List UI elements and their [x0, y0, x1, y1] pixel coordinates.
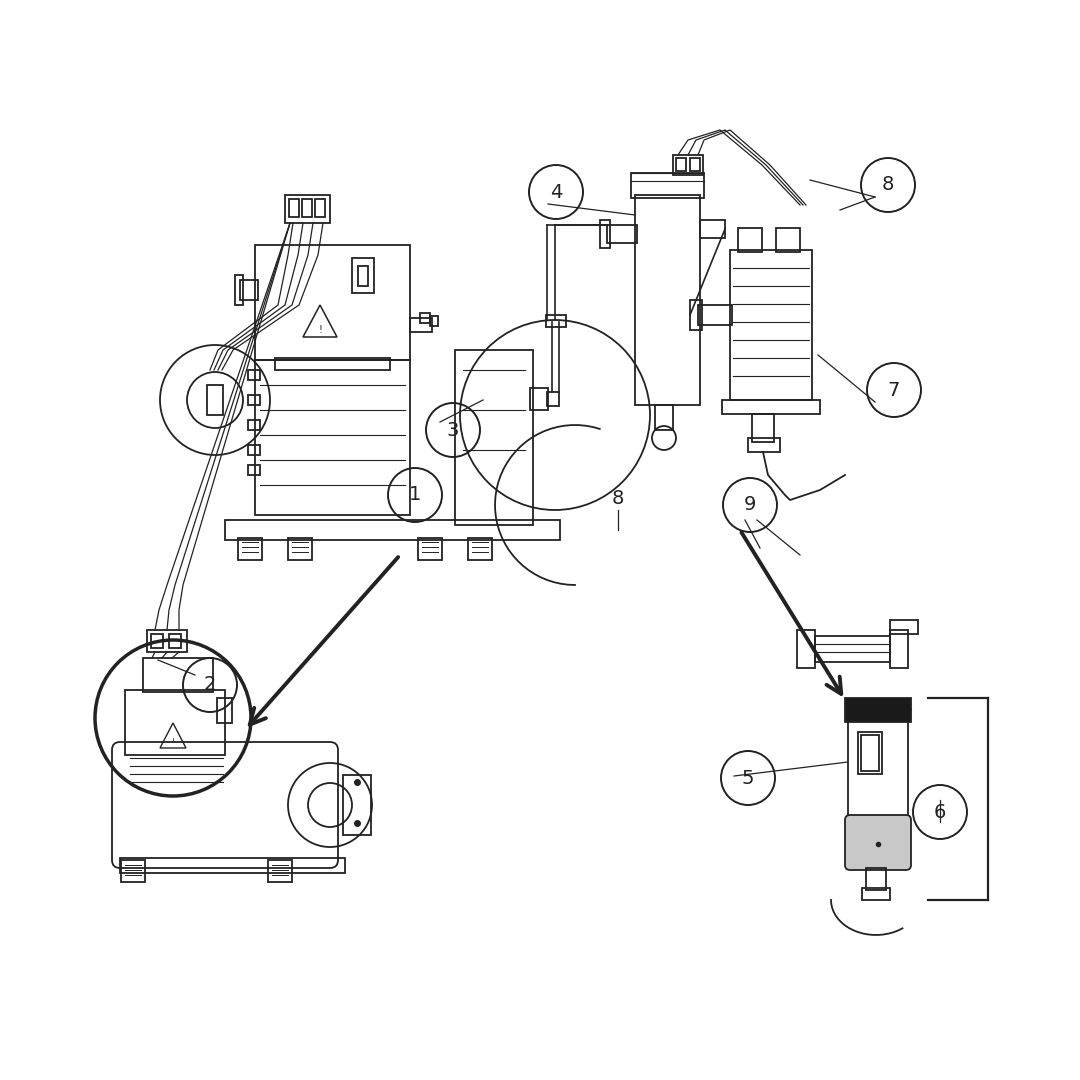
Bar — [120, 858, 345, 873]
Bar — [676, 158, 686, 171]
Bar — [690, 158, 700, 171]
Bar — [357, 266, 368, 286]
Bar — [235, 275, 243, 305]
Bar — [530, 388, 548, 410]
Bar — [654, 405, 673, 430]
Text: 7: 7 — [888, 380, 901, 400]
Bar — [546, 315, 566, 327]
Bar — [862, 888, 890, 900]
Bar — [546, 392, 559, 406]
Bar — [248, 420, 260, 430]
Bar — [752, 414, 774, 442]
Bar — [207, 384, 222, 415]
Bar — [248, 465, 260, 475]
Bar — [225, 519, 561, 540]
Bar — [275, 357, 390, 370]
Text: !: ! — [319, 325, 322, 335]
Text: 3: 3 — [447, 420, 459, 440]
FancyBboxPatch shape — [845, 815, 912, 870]
Bar — [168, 634, 181, 648]
Bar — [455, 350, 534, 525]
Bar — [238, 538, 262, 561]
Text: 6: 6 — [934, 802, 946, 822]
Bar — [777, 228, 800, 252]
Bar — [151, 634, 163, 648]
Text: 2: 2 — [204, 675, 216, 694]
Bar — [430, 316, 438, 326]
Bar — [315, 199, 325, 217]
Bar — [848, 720, 908, 820]
Bar — [738, 228, 762, 252]
Bar — [815, 636, 890, 662]
Bar — [352, 258, 374, 293]
Bar — [302, 199, 312, 217]
Bar — [285, 195, 330, 222]
Bar — [288, 538, 312, 561]
Bar — [700, 220, 725, 238]
Bar — [248, 445, 260, 455]
Bar — [248, 395, 260, 405]
Bar — [890, 620, 918, 634]
Bar — [607, 225, 637, 243]
Bar — [890, 630, 908, 669]
Text: 8: 8 — [881, 175, 894, 194]
Bar — [143, 658, 213, 692]
Bar — [845, 698, 912, 723]
Bar — [468, 538, 492, 561]
Text: 5: 5 — [742, 769, 754, 787]
Bar — [635, 195, 700, 405]
Bar — [631, 173, 704, 198]
Bar — [698, 305, 732, 325]
Bar — [797, 630, 815, 669]
Bar — [125, 690, 225, 755]
Text: !: ! — [172, 738, 175, 744]
Bar — [723, 400, 820, 414]
Bar — [418, 538, 442, 561]
Bar — [255, 245, 410, 360]
Text: 1: 1 — [409, 486, 421, 504]
Bar — [748, 438, 780, 453]
Bar — [730, 249, 812, 400]
Bar — [866, 868, 886, 890]
Bar — [147, 630, 187, 652]
Bar — [420, 313, 430, 323]
Bar — [343, 775, 372, 835]
Bar — [121, 860, 145, 882]
Bar — [858, 732, 882, 774]
Text: 8: 8 — [611, 488, 624, 508]
Bar — [248, 370, 260, 380]
Text: 9: 9 — [744, 496, 756, 514]
Bar — [600, 220, 610, 248]
Bar — [217, 698, 232, 723]
Bar — [673, 156, 703, 175]
Bar — [861, 735, 879, 771]
Bar — [410, 318, 432, 332]
Text: 4: 4 — [550, 183, 563, 202]
Bar — [255, 360, 410, 515]
Bar — [289, 199, 299, 217]
Bar — [690, 300, 702, 330]
Bar — [240, 280, 258, 300]
Bar — [268, 860, 292, 882]
